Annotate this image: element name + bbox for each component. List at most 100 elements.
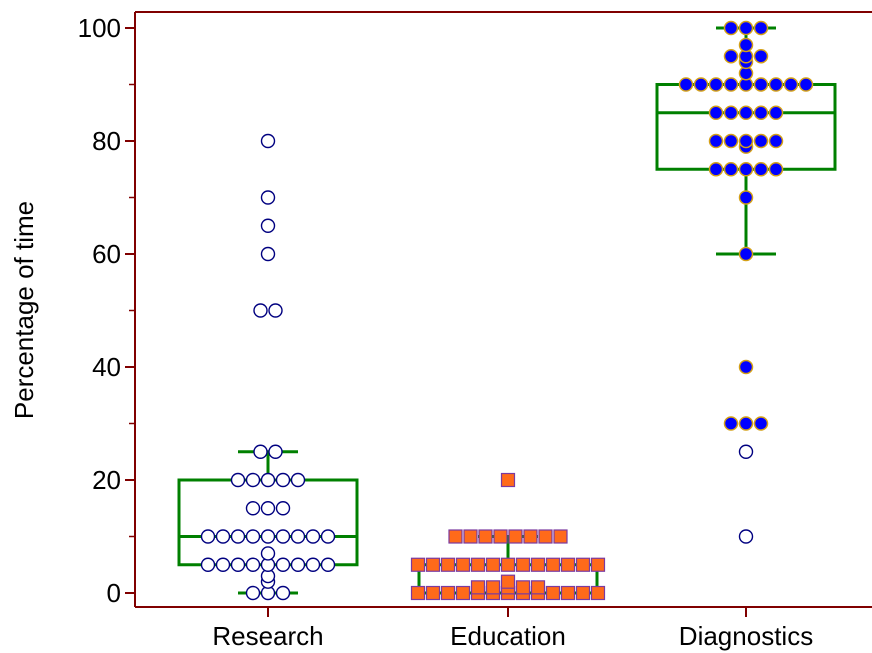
data-point <box>500 472 516 488</box>
data-point <box>753 105 769 120</box>
data-point <box>470 580 486 595</box>
data-point <box>753 416 769 431</box>
x-tick-label: Research <box>212 621 323 651</box>
y-tick-label: 0 <box>107 578 121 608</box>
data-point <box>708 133 724 149</box>
data-point <box>723 20 739 36</box>
data-point <box>275 529 291 544</box>
data-point <box>738 416 754 431</box>
data-point <box>738 359 754 375</box>
data-point <box>738 133 754 149</box>
data-point <box>738 529 754 544</box>
y-tick-label: 60 <box>92 239 121 269</box>
data-point <box>290 472 306 488</box>
data-point <box>215 557 231 572</box>
data-point <box>478 529 493 544</box>
data-point <box>560 585 576 601</box>
data-point <box>200 529 216 544</box>
data-point <box>523 529 538 544</box>
data-point <box>538 529 553 544</box>
data-point <box>723 162 739 177</box>
y-tick-label: 80 <box>92 126 121 156</box>
data-point <box>723 49 739 64</box>
data-point <box>440 557 456 572</box>
data-point <box>575 585 591 601</box>
data-point <box>230 529 246 544</box>
data-point <box>200 557 216 572</box>
data-point <box>738 162 754 177</box>
data-points <box>200 20 814 601</box>
data-point <box>268 444 283 459</box>
data-point <box>245 529 261 544</box>
data-point <box>260 133 276 149</box>
data-point <box>253 444 268 459</box>
data-point <box>798 77 814 92</box>
data-point <box>753 49 769 64</box>
y-tick-label: 40 <box>92 352 121 382</box>
data-point <box>485 580 501 595</box>
box-rect <box>655 83 837 171</box>
data-point <box>553 529 568 544</box>
data-point <box>290 557 306 572</box>
data-point <box>448 529 463 544</box>
data-point <box>500 557 516 572</box>
data-point <box>530 580 546 595</box>
data-point <box>215 529 231 544</box>
data-point <box>485 557 501 572</box>
data-point <box>738 246 754 262</box>
data-point <box>290 529 306 544</box>
data-point <box>275 557 291 572</box>
data-point <box>768 77 784 92</box>
data-point <box>590 557 606 572</box>
data-point <box>723 105 739 120</box>
data-point <box>768 105 784 120</box>
data-point <box>260 218 276 233</box>
data-point <box>463 529 478 544</box>
x-tick-label: Education <box>450 621 566 651</box>
y-tick-label: 100 <box>78 13 121 43</box>
data-point <box>410 585 426 601</box>
data-point <box>723 133 739 149</box>
data-point <box>545 557 561 572</box>
data-point <box>783 77 799 92</box>
data-point <box>305 557 321 572</box>
data-point <box>320 557 336 572</box>
data-point <box>753 20 769 36</box>
data-point <box>738 105 754 120</box>
data-point <box>230 472 246 488</box>
data-point <box>275 501 291 516</box>
data-point <box>245 585 261 601</box>
data-point <box>470 557 486 572</box>
data-point <box>260 246 276 262</box>
axes <box>125 11 872 617</box>
data-point <box>455 557 471 572</box>
data-point <box>753 77 769 92</box>
data-point <box>738 190 754 205</box>
data-point <box>723 416 739 431</box>
data-point <box>530 557 546 572</box>
data-point <box>708 77 724 92</box>
data-point <box>678 77 694 92</box>
data-point <box>768 133 784 149</box>
x-tick-label: Diagnostics <box>679 621 813 651</box>
data-point <box>753 133 769 149</box>
data-point <box>693 77 709 92</box>
data-point <box>753 162 769 177</box>
data-point <box>708 105 724 120</box>
data-point <box>275 585 291 601</box>
tick-labels: 0 20 40 60 80 100 Research Education Diagnostics <box>78 13 814 651</box>
data-point <box>723 77 739 92</box>
points-research <box>200 133 336 601</box>
data-point <box>738 37 754 53</box>
data-point <box>253 303 268 318</box>
data-point <box>500 574 516 589</box>
data-point <box>230 557 246 572</box>
data-point <box>575 557 591 572</box>
data-point <box>425 557 441 572</box>
data-point <box>708 162 724 177</box>
data-point <box>515 580 531 595</box>
data-point <box>260 472 276 488</box>
data-point <box>738 444 754 459</box>
data-point <box>245 557 261 572</box>
